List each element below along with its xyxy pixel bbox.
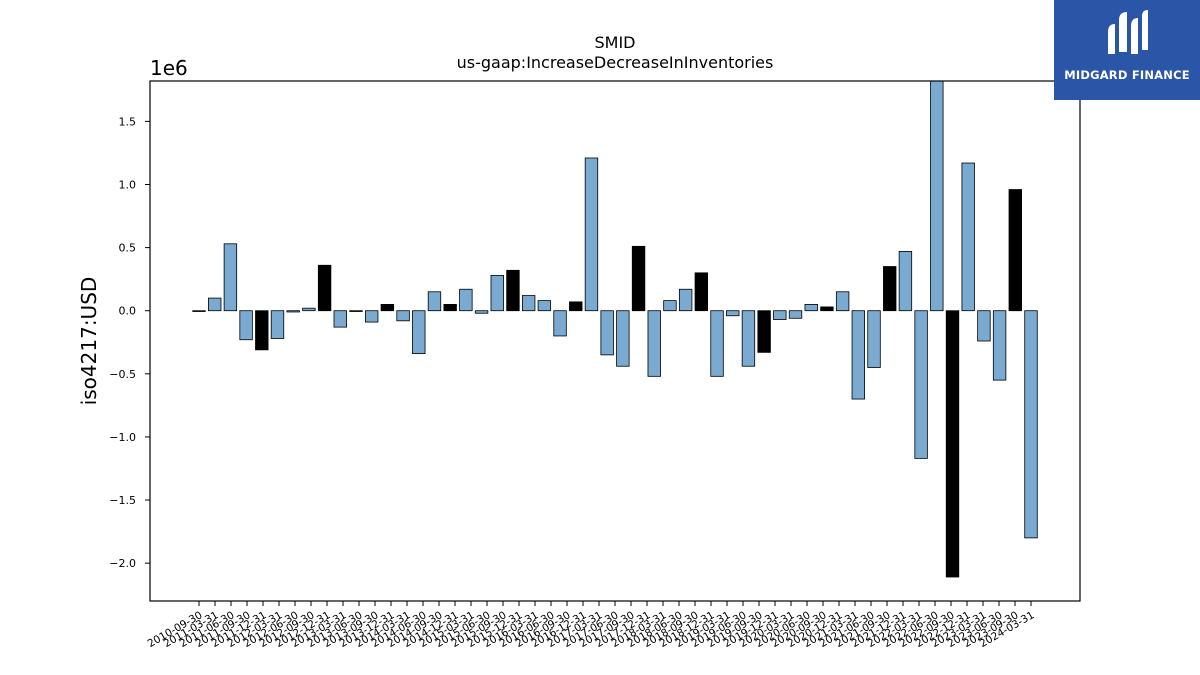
y-tick-label: 1.0 — [119, 178, 137, 191]
y-tick-label: −1.5 — [109, 494, 136, 507]
bar-2011-06-30 — [239, 310, 253, 341]
bar-2012-03-31 — [286, 310, 300, 313]
y-tick-label: −1.0 — [109, 431, 136, 444]
bar-2013-12-31 — [396, 310, 410, 322]
bar-2016-03-31 — [537, 300, 552, 312]
bar-2021-03-31 — [851, 310, 865, 400]
bar-2021-12-31 — [898, 250, 913, 312]
y-tick-label: 0.0 — [119, 305, 137, 318]
bar-2022-03-31 — [914, 310, 928, 459]
x-ticks: 2010-09-302011-03-312011-06-302011-09-30… — [146, 601, 1037, 650]
bar-2019-03-31 — [726, 310, 740, 317]
bar-2011-03-31 — [223, 243, 238, 312]
bar-2010-12-31 — [208, 297, 222, 312]
bar-2015-09-30 — [506, 269, 520, 312]
bar-2013-06-30 — [364, 310, 379, 323]
bar-2012-06-30 — [302, 307, 316, 312]
bar-2022-12-31 — [961, 162, 975, 312]
bar-2019-09-30 — [757, 310, 771, 353]
chart-subtitle: us-gaap:IncreaseDecreaseInInventories — [457, 53, 774, 72]
bar-2011-12-31 — [270, 310, 285, 339]
bar-2024-03-31 — [1024, 310, 1038, 539]
bar-2022-09-30 — [945, 310, 960, 578]
bar-2017-09-30 — [631, 245, 646, 312]
y-axis-label: iso4217:USD — [77, 277, 101, 406]
bar-2021-06-30 — [867, 310, 881, 368]
bar-2014-06-30 — [427, 291, 442, 312]
bar-2016-06-30 — [553, 310, 567, 337]
bar-2018-03-31 — [663, 300, 677, 312]
bar-2015-12-31 — [521, 295, 536, 312]
bar-2023-06-30 — [992, 310, 1007, 381]
bar-2017-06-30 — [616, 310, 630, 367]
bar-2019-06-30 — [741, 310, 756, 367]
y-tick-label: −0.5 — [109, 368, 136, 381]
y-tick-label: 1.5 — [119, 115, 137, 128]
bar-2014-09-30 — [443, 303, 457, 312]
bar-2012-12-31 — [333, 310, 347, 328]
bars-group — [192, 80, 1038, 578]
bar-2017-12-31 — [647, 310, 661, 377]
bar-2020-06-30 — [804, 303, 818, 312]
plot-frame — [149, 80, 1081, 602]
bar-2015-06-30 — [490, 274, 504, 312]
bar-2016-12-31 — [584, 157, 599, 312]
bar-2013-09-30 — [380, 303, 395, 312]
chart-title: SMID — [595, 33, 636, 52]
bar-2013-03-31 — [349, 310, 363, 312]
bar-2018-06-30 — [678, 288, 693, 312]
bar-2017-03-31 — [600, 310, 614, 356]
bar-2014-03-31 — [412, 310, 426, 355]
bar-2020-03-31 — [788, 310, 803, 319]
bar-2023-09-30 — [1008, 189, 1022, 312]
bar-2020-12-31 — [835, 291, 850, 312]
y-tick-label: −2.0 — [109, 557, 136, 570]
bar-2010-09-30 — [192, 310, 206, 312]
logo-mark-icon — [1108, 10, 1148, 54]
bar-2023-03-31 — [977, 310, 991, 342]
bar-2018-09-30 — [694, 272, 709, 312]
brand-logo: MIDGARD FINANCE — [1054, 0, 1200, 100]
bar-2018-12-31 — [710, 310, 724, 377]
bar-2021-09-30 — [883, 266, 897, 312]
bar-2015-03-31 — [474, 310, 489, 314]
bar-2016-09-30 — [569, 301, 583, 312]
y-tick-label: 0.5 — [119, 242, 137, 255]
y-axis-multiplier: 1e6 — [150, 56, 188, 80]
y-ticks: −2.0 −1.5 −1.0 −0.5 0.0 0.5 1.0 1.5 — [109, 115, 150, 570]
bar-2020-09-30 — [820, 306, 834, 312]
bar-2012-09-30 — [317, 264, 332, 312]
bar-2014-12-31 — [459, 288, 473, 312]
bar-2019-12-31 — [773, 310, 787, 320]
bar-2022-06-30 — [930, 80, 944, 312]
logo-text: MIDGARD FINANCE — [1064, 68, 1190, 82]
bar-2011-09-30 — [255, 310, 269, 351]
